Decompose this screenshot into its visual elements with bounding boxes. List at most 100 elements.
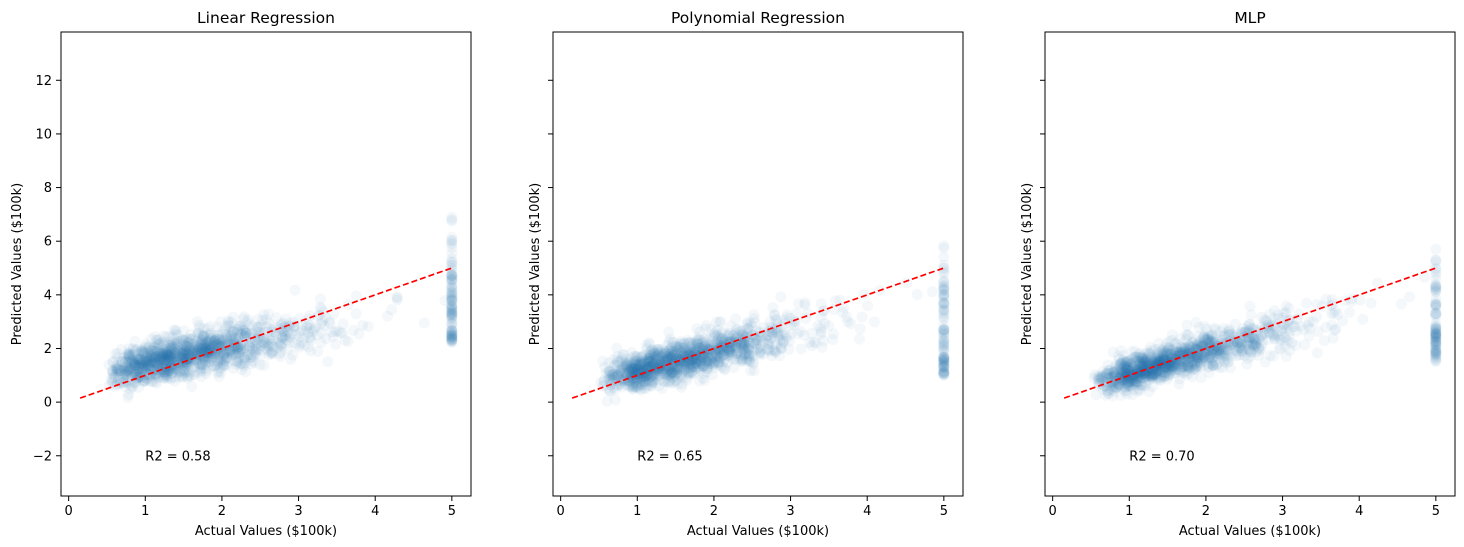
data-point [208, 351, 219, 362]
y-tick-label: 8 [44, 181, 52, 196]
data-point [167, 362, 179, 374]
data-point [162, 355, 174, 367]
data-point [319, 312, 331, 324]
data-point [147, 345, 159, 357]
data-point [161, 348, 173, 360]
data-point [166, 347, 178, 358]
data-point [196, 329, 208, 341]
data-point [218, 349, 230, 361]
data-point [158, 355, 170, 367]
data-point [703, 352, 715, 364]
data-point [216, 328, 228, 340]
data-point [152, 350, 164, 362]
data-point [147, 345, 159, 357]
data-point [827, 334, 839, 346]
data-point [938, 242, 950, 254]
data-point [243, 340, 255, 352]
data-point [111, 378, 123, 390]
data-point [446, 284, 458, 295]
data-point [176, 344, 188, 356]
data-point [200, 357, 212, 369]
data-point [232, 326, 243, 338]
data-point [150, 372, 162, 384]
data-point [202, 352, 214, 363]
data-point [240, 327, 252, 339]
data-point [678, 347, 690, 359]
x-tick-label: 4 [371, 504, 379, 519]
data-point [211, 321, 223, 333]
data-point [446, 300, 458, 312]
data-point [181, 371, 193, 382]
data-point [446, 330, 458, 342]
data-point [938, 288, 950, 300]
data-point [276, 330, 288, 341]
data-point [208, 345, 220, 357]
data-point [162, 349, 174, 360]
data-point [157, 366, 169, 378]
data-point [446, 286, 458, 298]
data-point [446, 326, 458, 338]
data-point [446, 282, 458, 294]
data-point [1173, 378, 1185, 390]
data-point [188, 344, 200, 356]
data-point [184, 343, 196, 355]
data-point [132, 355, 144, 366]
data-point [167, 341, 179, 353]
data-point [125, 357, 137, 369]
data-point [165, 349, 176, 361]
data-point [213, 333, 225, 345]
data-point [229, 344, 241, 356]
data-point [196, 339, 208, 351]
data-point [183, 336, 195, 348]
data-point [382, 310, 393, 322]
data-point [1129, 379, 1141, 391]
data-point [152, 346, 163, 358]
data-point [175, 348, 187, 360]
data-point [121, 365, 133, 377]
data-point [190, 357, 202, 369]
data-point [212, 347, 224, 359]
data-point [266, 347, 278, 359]
data-point [197, 341, 209, 353]
data-point [206, 337, 218, 349]
data-point [227, 362, 239, 374]
data-point [446, 292, 458, 304]
data-point [282, 326, 294, 338]
data-point [253, 344, 264, 356]
data-point [446, 270, 458, 282]
y-axis [548, 79, 553, 457]
data-point [200, 342, 212, 354]
data-point [202, 363, 214, 375]
x-tick-label: 2 [1202, 504, 1210, 519]
data-point [181, 343, 193, 355]
data-point [112, 362, 123, 374]
data-point [276, 331, 288, 343]
data-point [138, 346, 150, 358]
data-point [1430, 343, 1442, 355]
x-axis: 0 1 2 3 4 5 [65, 496, 456, 519]
data-point [144, 358, 156, 370]
data-point [446, 333, 458, 345]
data-point [158, 369, 170, 381]
data-point [112, 367, 124, 379]
data-point [140, 356, 152, 368]
data-point [191, 346, 203, 358]
chart-title: Polynomial Regression [671, 9, 845, 27]
data-point [446, 331, 458, 343]
data-point [1215, 325, 1227, 337]
data-point [149, 346, 161, 358]
data-point [261, 337, 272, 349]
data-point [185, 370, 197, 381]
data-point [322, 356, 334, 368]
data-point [220, 320, 232, 332]
data-point [157, 354, 169, 366]
data-point [250, 340, 262, 352]
x-tick-label: 5 [940, 504, 948, 519]
data-point [276, 341, 287, 353]
data-point [730, 354, 742, 366]
data-point [181, 347, 193, 359]
data-point [167, 367, 179, 379]
data-point [199, 343, 211, 355]
data-point [446, 313, 458, 325]
data-point [446, 335, 458, 347]
